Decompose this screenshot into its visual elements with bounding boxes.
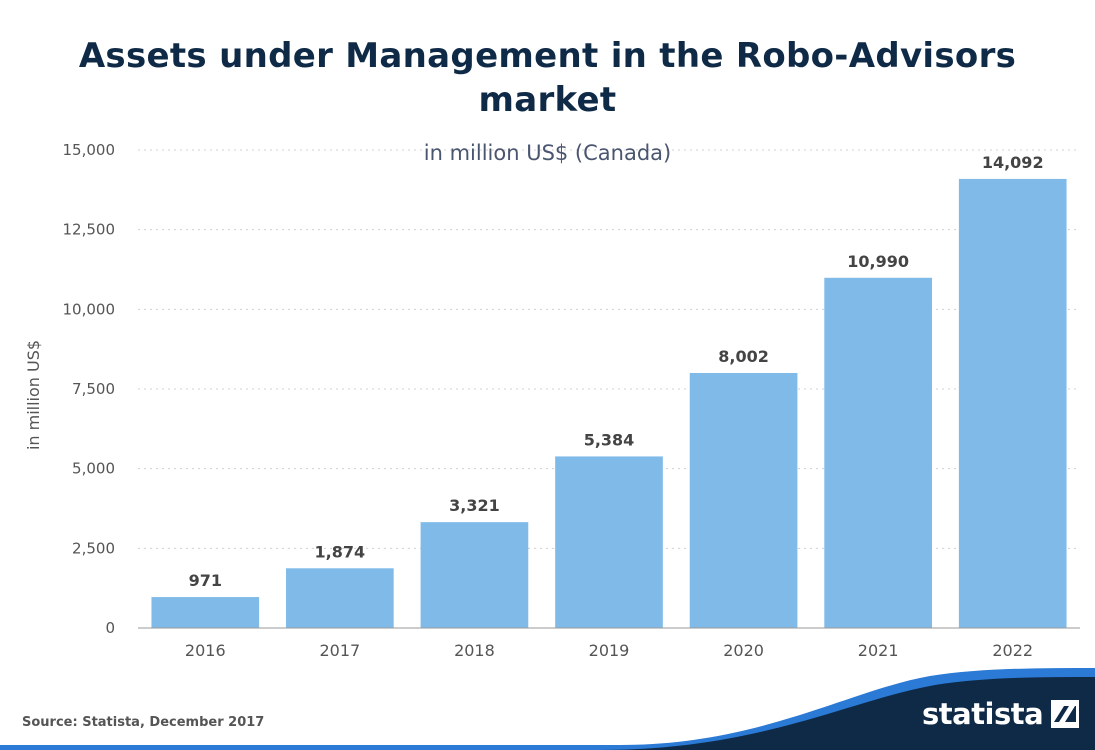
x-axis-ticks: 2016 2017 2018 2019 2020 2021 2022	[185, 641, 1033, 660]
x-tick-label: 2022	[992, 641, 1033, 660]
bar-2022	[958, 178, 1067, 628]
data-label-2016: 971	[189, 571, 222, 590]
chart-title: Assets under Management in the Robo-Advi…	[78, 36, 1017, 120]
y-tick-label: 12,500	[63, 221, 116, 239]
gridlines	[138, 149, 1080, 549]
x-tick-label: 2021	[858, 641, 899, 660]
bar-2019	[555, 456, 663, 628]
footer-dark-band	[600, 677, 1095, 750]
y-tick-label: 15,000	[63, 141, 116, 159]
bars	[151, 178, 1067, 628]
bar-2020	[689, 373, 798, 628]
data-label-2022: 14,092	[982, 153, 1044, 172]
x-tick-label: 2020	[723, 641, 764, 660]
x-tick-label: 2017	[319, 641, 360, 660]
x-tick-label: 2016	[185, 641, 226, 660]
y-tick-label: 7,500	[72, 380, 115, 398]
data-labels: 971 1,874 3,321 5,384 8,002 10,990 14,092	[189, 153, 1044, 590]
data-label-2018: 3,321	[449, 496, 500, 515]
chart-subtitle: in million US$ (Canada)	[423, 141, 672, 165]
data-label-2021: 10,990	[847, 252, 909, 271]
data-label-2017: 1,874	[315, 542, 366, 561]
y-axis-label: in million US$	[24, 340, 43, 450]
statista-logo[interactable]: statista	[922, 695, 1080, 733]
logo-text: statista	[922, 697, 1044, 731]
bar-2016	[151, 597, 260, 628]
x-tick-label: 2019	[589, 641, 630, 660]
y-tick-label: 0	[105, 619, 115, 637]
y-tick-label: 2,500	[72, 539, 115, 557]
bar-2021	[824, 277, 932, 628]
data-label-2019: 5,384	[584, 430, 635, 449]
y-axis-ticks: 0 2,500 5,000 7,500 10,000 12,500 15,000	[63, 141, 116, 637]
bar-2017	[286, 568, 394, 628]
statista-logo-icon	[1051, 700, 1080, 728]
bar-2018	[420, 522, 529, 628]
x-tick-label: 2018	[454, 641, 495, 660]
y-tick-label: 10,000	[63, 300, 116, 318]
source-note: Source: Statista, December 2017	[22, 715, 265, 730]
y-tick-label: 5,000	[72, 460, 115, 478]
data-label-2020: 8,002	[718, 347, 769, 366]
